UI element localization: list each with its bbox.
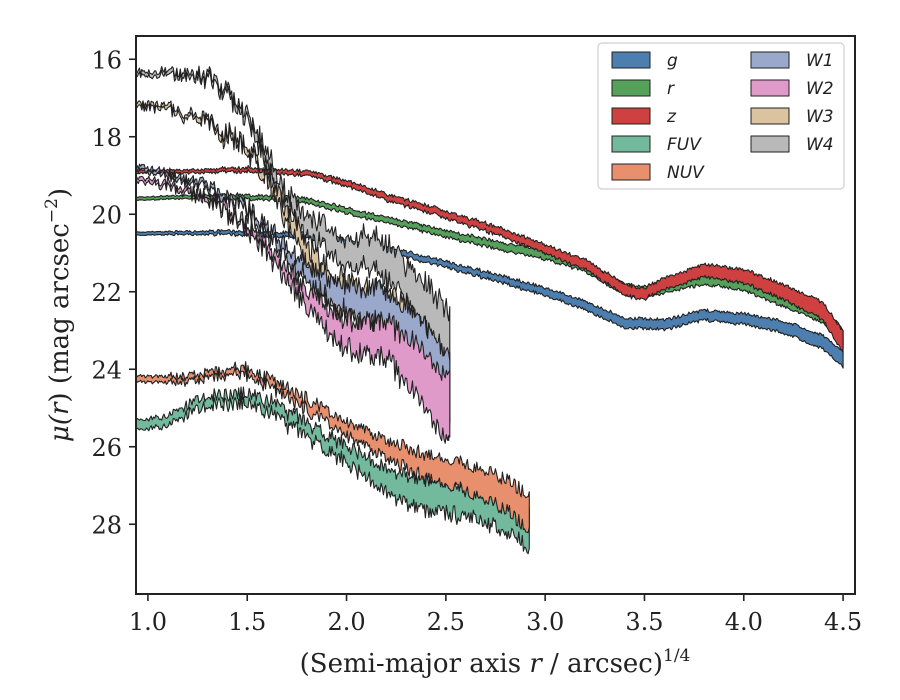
band-layer — [135, 65, 844, 555]
legend-label-fuv: FUV — [667, 135, 702, 155]
plot-frame — [135, 35, 856, 595]
y-tick-label: 28 — [91, 511, 122, 539]
x-tick-label: 2.0 — [327, 608, 365, 636]
legend: grz FUV NUV W1 W2 W3 W4 — [597, 42, 845, 190]
legend-swatch-z — [611, 107, 651, 125]
legend-label-g: g — [667, 51, 678, 71]
y-tick-label: 22 — [91, 279, 122, 307]
x-axis: 1.0 1.5 2.0 2.5 3.0 3.5 4.0 4.5 — [129, 594, 862, 636]
x-tick-label: 4.0 — [725, 608, 763, 636]
y-axis-label: μ(r) (mag arcsec−2) — [42, 188, 75, 442]
x-tick-label: 4.5 — [824, 608, 862, 636]
legend-swatch-w3 — [750, 107, 790, 125]
y-tick-label: 20 — [91, 201, 122, 229]
legend-swatch-w4 — [750, 135, 790, 153]
x-tick-label: 2.5 — [427, 608, 465, 636]
band-nuv — [135, 361, 530, 534]
x-tick-label: 1.5 — [228, 608, 266, 636]
legend-label-w4: W4 — [806, 135, 834, 155]
x-tick-label: 3.5 — [625, 608, 663, 636]
legend-label-w1: W1 — [806, 51, 834, 71]
legend-label-nuv: NUV — [667, 163, 705, 183]
legend-label-w3: W3 — [806, 107, 834, 127]
x-tick-label: 1.0 — [129, 608, 167, 636]
x-axis-label: (Semi-major axis r / arcsec)1/4 — [300, 646, 691, 679]
legend-swatch-fuv — [611, 135, 651, 153]
legend-label-r: r — [667, 79, 675, 99]
y-tick-label: 18 — [91, 124, 122, 152]
legend-label-w2: W2 — [806, 79, 834, 99]
band-z — [135, 165, 844, 353]
legend-swatch-w2 — [750, 79, 790, 97]
legend-swatch-w1 — [750, 51, 790, 69]
y-tick-label: 26 — [91, 434, 122, 462]
band-g — [135, 229, 844, 369]
x-tick-label: 3.0 — [526, 608, 564, 636]
legend-swatch-g — [611, 51, 651, 69]
band-fuv — [135, 386, 530, 555]
y-axis: 16 18 20 22 24 26 28 — [91, 46, 136, 539]
legend-label-z: z — [666, 107, 677, 127]
y-tick-label: 24 — [91, 356, 122, 384]
legend-swatch-nuv — [611, 163, 651, 181]
legend-swatch-r — [611, 79, 651, 97]
y-tick-label: 16 — [91, 46, 122, 74]
band-w2 — [135, 174, 451, 444]
